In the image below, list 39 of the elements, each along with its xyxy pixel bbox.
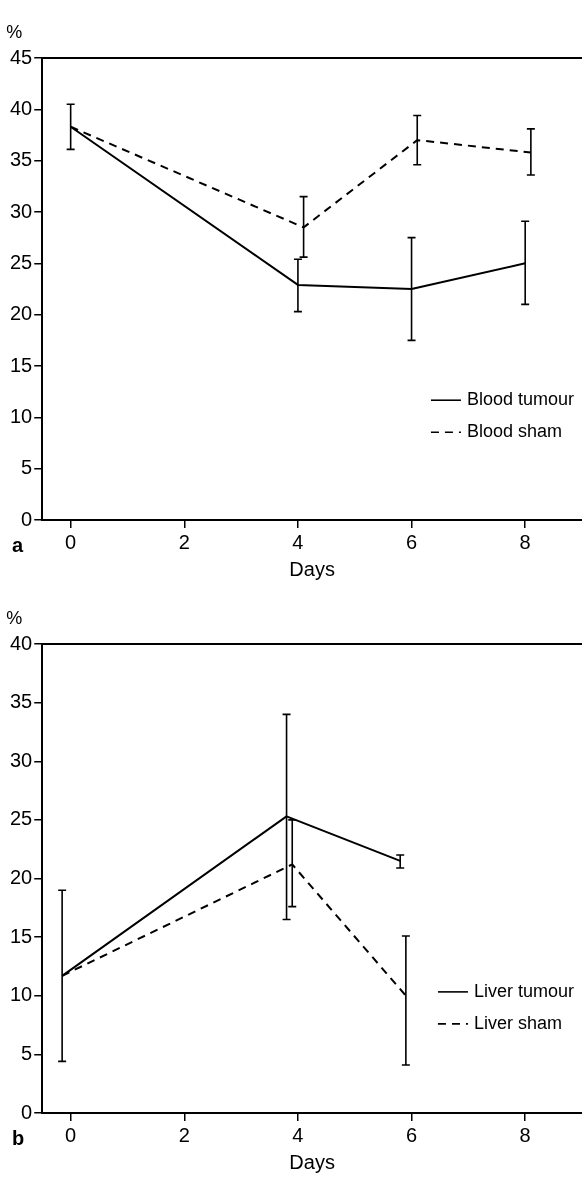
- legend-label: Liver tumour: [473, 980, 575, 1001]
- x-tick-label: 2: [178, 530, 190, 553]
- y-tick-label: 30: [10, 748, 33, 771]
- legend-label: Liver sham: [473, 1012, 562, 1033]
- y-tick-label: 25: [10, 250, 33, 273]
- x-tick-label: 0: [65, 530, 77, 553]
- text: b: [12, 1126, 25, 1149]
- legend-label: Blood tumour: [466, 389, 575, 410]
- x-tick-label: 8: [519, 1123, 531, 1146]
- y-tick-label: 5: [21, 1041, 33, 1064]
- x-tick-label: 4: [292, 530, 304, 553]
- text: a: [12, 533, 24, 556]
- y-tick-label: 5: [21, 456, 33, 479]
- y-axis-title: %: [6, 21, 23, 42]
- y-tick-label: 40: [10, 631, 33, 654]
- y-tick-label: 20: [10, 866, 33, 889]
- y-tick-label: 20: [10, 302, 33, 325]
- x-tick-label: 4: [292, 1123, 304, 1146]
- x-axis-title: Days: [289, 557, 335, 580]
- y-tick-label: 35: [10, 148, 33, 171]
- y-tick-label: 35: [10, 690, 33, 713]
- x-tick-label: 8: [519, 530, 531, 553]
- x-tick-label: 6: [405, 1123, 418, 1146]
- y-tick-label: 15: [10, 924, 33, 947]
- y-axis-title: %: [6, 607, 23, 628]
- x-tick-label: 0: [65, 1123, 77, 1146]
- x-tick-label: 6: [405, 530, 418, 553]
- y-tick-label: 30: [10, 199, 33, 222]
- y-tick-label: 40: [10, 96, 33, 119]
- y-tick-label: 10: [10, 404, 33, 427]
- y-tick-label: 25: [10, 807, 33, 830]
- y-tick-label: 10: [10, 983, 33, 1006]
- x-tick-label: 2: [178, 1123, 190, 1146]
- x-axis-title: Days: [289, 1150, 335, 1173]
- legend-label: Blood sham: [466, 421, 562, 442]
- y-tick-label: 0: [21, 507, 33, 530]
- y-tick-label: 45: [10, 45, 33, 68]
- y-tick-label: 0: [21, 1100, 33, 1123]
- y-tick-label: 15: [10, 353, 33, 376]
